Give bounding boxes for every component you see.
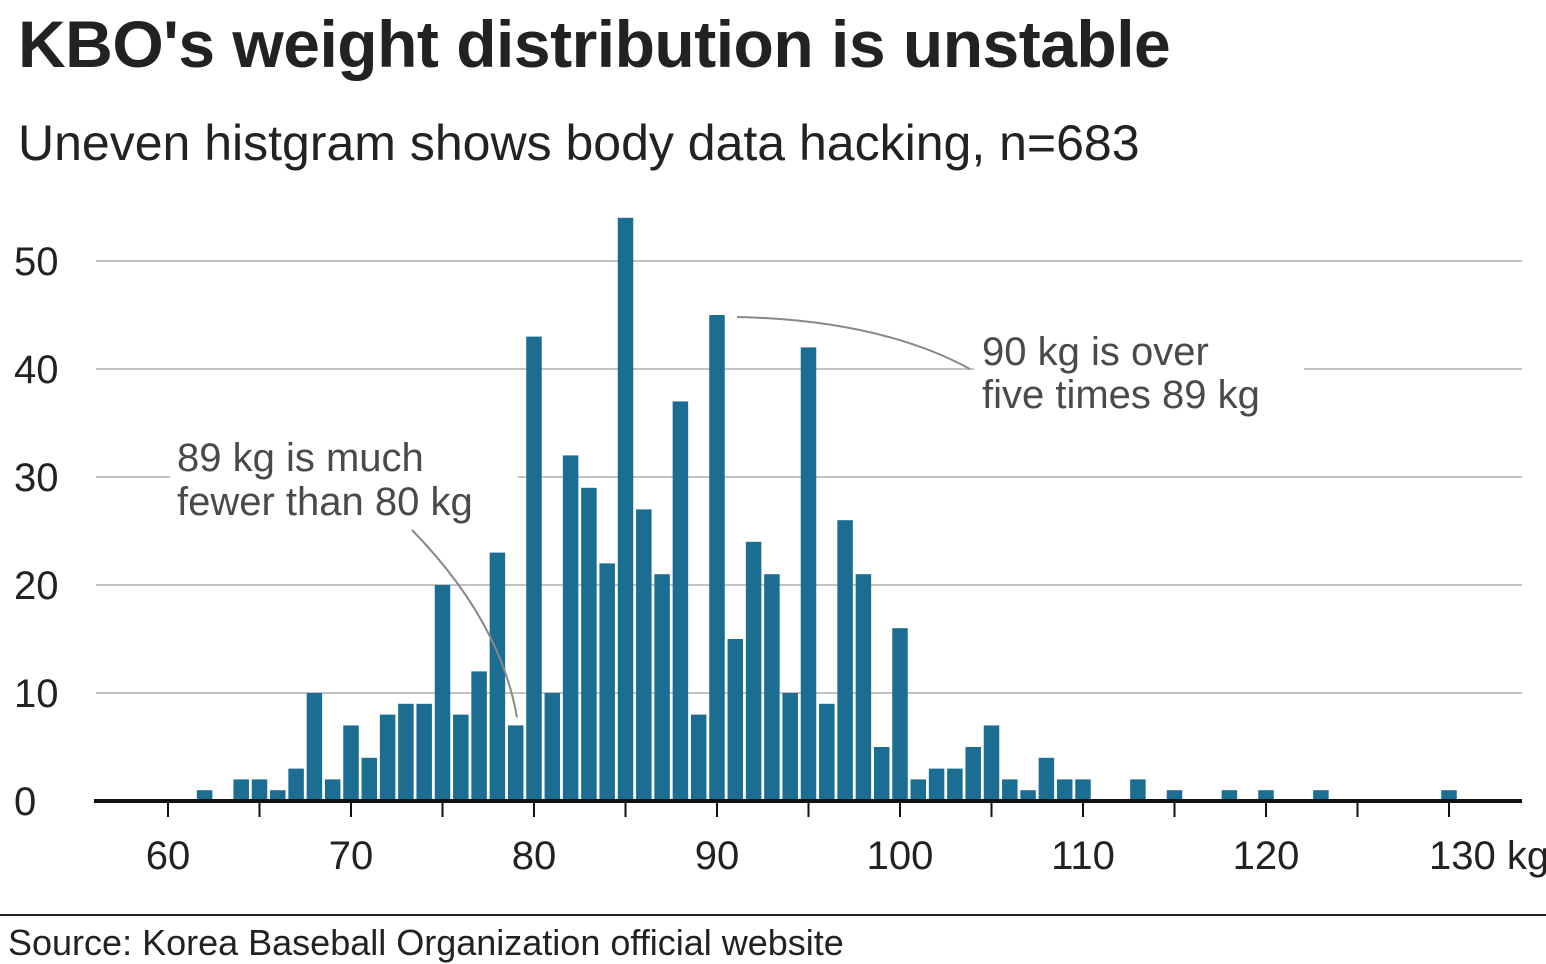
annotation-background <box>170 432 518 526</box>
bars <box>196 217 1457 802</box>
annotation-background <box>974 328 1304 420</box>
y-tick-label: 40 <box>14 348 59 392</box>
bar-123kg <box>1313 790 1329 801</box>
x-tick-label: 100 <box>867 834 934 878</box>
bar-101kg <box>910 779 927 801</box>
y-tick-label: 50 <box>14 240 59 284</box>
bar-83kg <box>581 487 597 801</box>
bar-106kg <box>1002 779 1018 801</box>
bar-130kg <box>1441 790 1457 801</box>
bar-78kg <box>489 552 506 801</box>
bar-67kg <box>288 768 304 801</box>
bar-77kg <box>471 671 487 801</box>
x-axis-labels: 60 70 80 90 100 110 120 130 kg <box>146 834 1546 878</box>
chart-subtitle: Uneven histgram shows body data hacking,… <box>18 115 1140 171</box>
bar-82kg <box>562 455 579 801</box>
bar-74kg <box>416 703 432 801</box>
bar-88kg <box>672 401 689 801</box>
bar-98kg <box>855 574 872 801</box>
bar-68kg <box>306 693 323 801</box>
source-divider <box>0 914 1546 916</box>
annotation-90kg-text: 90 kg is over <box>982 330 1209 374</box>
annotation-89kg-text: 89 kg is much <box>177 436 424 480</box>
y-axis-labels: 0 10 20 30 40 50 <box>14 240 59 824</box>
bar-93kg <box>764 574 780 801</box>
bar-85kg <box>617 217 634 802</box>
bar-92kg <box>745 541 762 801</box>
bar-103kg <box>947 768 963 801</box>
bar-62kg <box>196 790 213 801</box>
bar-87kg <box>654 574 670 801</box>
annotation-90kg-leader <box>736 316 971 370</box>
bar-104kg <box>965 747 981 801</box>
bar-89kg <box>690 714 707 801</box>
bar-76kg <box>453 714 469 801</box>
x-tick-label: 70 <box>329 834 374 878</box>
bar-95kg <box>800 347 817 801</box>
bar-66kg <box>270 790 286 801</box>
bar-72kg <box>379 714 396 801</box>
bar-115kg <box>1166 790 1183 801</box>
source-note: Source: Korea Baseball Organization offi… <box>8 922 844 963</box>
bar-99kg <box>873 747 890 801</box>
bar-80kg <box>526 336 542 801</box>
bar-120kg <box>1258 790 1274 801</box>
bar-75kg <box>434 585 451 801</box>
bar-102kg <box>928 768 945 801</box>
x-tick-label: 80 <box>512 834 557 878</box>
bar-81kg <box>544 693 561 801</box>
bar-105kg <box>983 725 1000 801</box>
x-tick-label: 90 <box>695 834 740 878</box>
bar-86kg <box>636 509 652 801</box>
annotation-90kg-text: five times 89 kg <box>982 373 1260 417</box>
y-tick-label: 0 <box>14 780 36 824</box>
x-axis <box>94 799 1522 817</box>
bar-96kg <box>819 703 835 801</box>
y-tick-label: 20 <box>14 564 59 608</box>
bar-94kg <box>782 693 798 801</box>
bar-70kg <box>343 725 359 801</box>
bar-65kg <box>251 779 268 801</box>
bar-73kg <box>398 703 414 801</box>
bar-100kg <box>892 628 908 801</box>
x-tick-label: 60 <box>146 834 191 878</box>
bar-84kg <box>599 563 615 801</box>
x-tick-label: 120 <box>1233 834 1300 878</box>
bar-91kg <box>727 639 744 801</box>
annotation-89kg-text: fewer than 80 kg <box>177 480 473 524</box>
bar-110kg <box>1075 779 1091 801</box>
x-tick-label: 130 kg <box>1429 834 1546 878</box>
bar-71kg <box>361 757 378 801</box>
bar-64kg <box>233 779 249 801</box>
bar-113kg <box>1130 779 1146 801</box>
bar-90kg <box>709 315 725 801</box>
y-tick-label: 30 <box>14 456 59 500</box>
annotation-89kg-leader <box>411 529 518 718</box>
bar-109kg <box>1056 779 1073 801</box>
x-tick-label: 110 <box>1051 834 1115 878</box>
bar-118kg <box>1221 790 1238 801</box>
y-tick-label: 10 <box>14 672 59 716</box>
chart-title: KBO's weight distribution is unstable <box>18 7 1171 81</box>
bar-108kg <box>1038 757 1055 801</box>
bar-79kg <box>507 725 524 801</box>
bar-97kg <box>837 520 853 801</box>
bar-107kg <box>1020 790 1036 801</box>
bar-69kg <box>324 779 341 801</box>
